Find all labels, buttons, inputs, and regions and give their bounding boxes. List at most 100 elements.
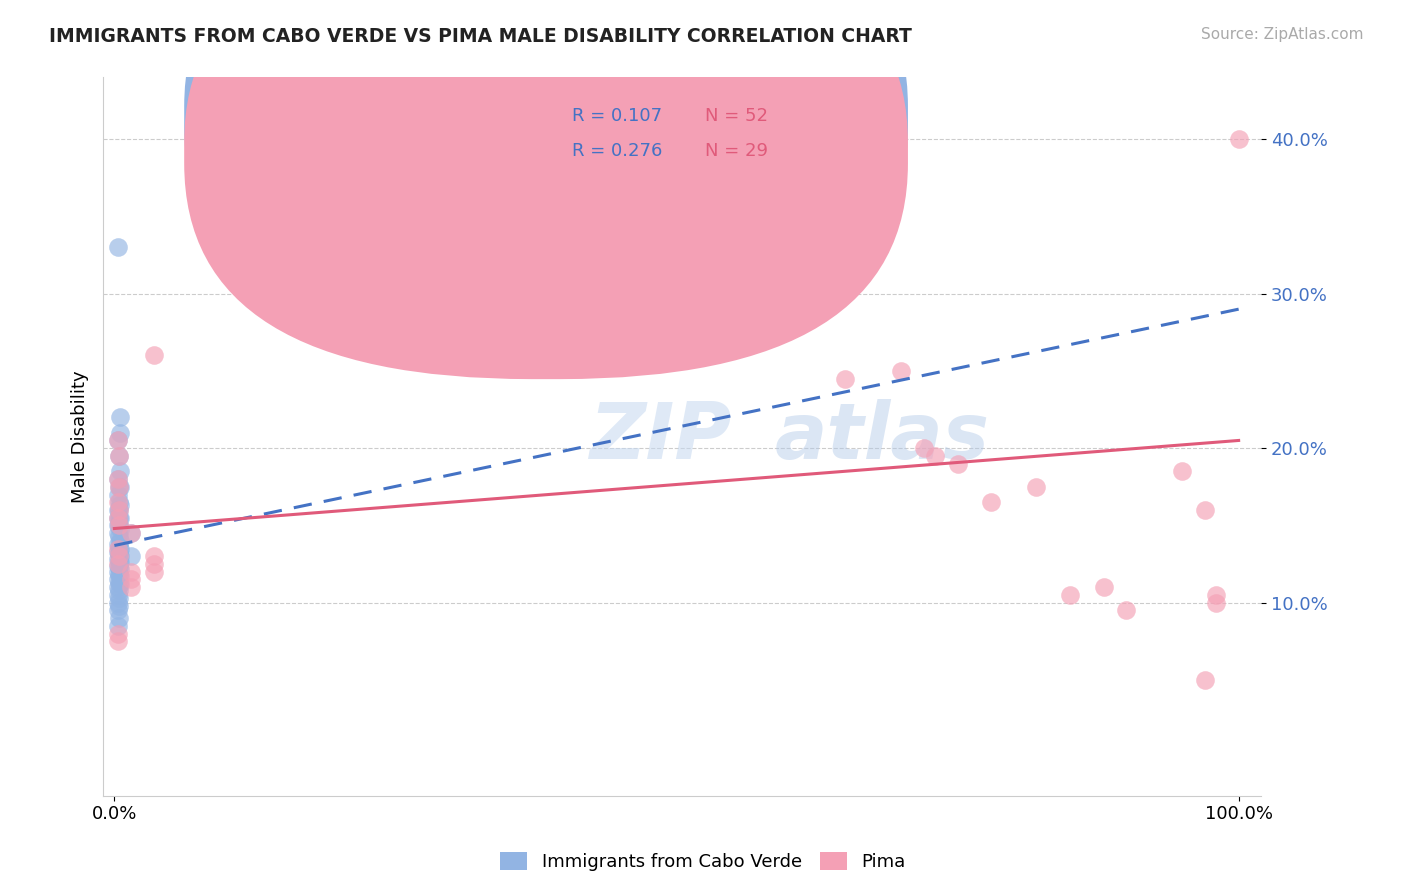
Point [120,526,142,541]
Point [107,580,129,594]
Point [108,510,131,524]
Point [108,503,131,517]
FancyBboxPatch shape [184,0,908,379]
Point [108,577,131,591]
Point [120,580,142,594]
Point [946,457,969,471]
Point [108,569,131,583]
Point [108,549,131,564]
Point [108,529,131,543]
Point [107,518,129,533]
Point [107,510,129,524]
Point [108,533,131,548]
Point [107,495,129,509]
Point [107,510,129,524]
Point [1194,673,1216,687]
Point [108,518,131,533]
Point [1205,596,1227,610]
Point [108,554,131,568]
Point [108,583,131,598]
Point [107,573,129,587]
Point [120,526,142,541]
Point [107,541,129,556]
Point [108,575,131,590]
Point [107,634,129,648]
Text: ZIP: ZIP [589,399,731,475]
FancyBboxPatch shape [502,85,851,196]
Point [142,565,165,579]
Point [107,472,129,486]
Point [107,526,129,541]
Point [107,558,129,573]
Text: N = 52: N = 52 [706,106,768,125]
Point [142,557,165,571]
Point [108,562,131,576]
Point [1171,464,1194,478]
Point [107,596,129,610]
Point [108,560,131,574]
Point [107,603,129,617]
Point [120,573,142,587]
Legend: Immigrants from Cabo Verde, Pima: Immigrants from Cabo Verde, Pima [494,845,912,879]
Point [108,540,131,554]
Point [108,480,131,494]
Point [1205,588,1227,602]
Point [108,510,131,524]
Point [142,349,165,363]
Point [107,240,129,254]
Point [108,503,131,517]
Point [1092,580,1115,594]
Point [108,480,131,494]
Point [107,537,129,551]
Point [1227,132,1250,146]
Point [108,599,131,613]
Point [890,364,912,378]
Point [108,499,131,513]
Point [107,503,129,517]
Point [108,541,131,556]
Point [834,372,856,386]
Point [108,449,131,463]
Point [108,425,131,440]
Point [108,611,131,625]
Point [108,410,131,425]
Point [107,588,129,602]
Point [120,549,142,564]
Point [924,449,946,463]
Point [107,434,129,448]
Point [107,557,129,571]
Point [142,549,165,564]
Point [108,518,131,533]
Point [107,434,129,448]
Point [108,522,131,536]
Point [1194,503,1216,517]
Point [108,549,131,564]
Text: R = 0.276: R = 0.276 [572,143,662,161]
Text: Source: ZipAtlas.com: Source: ZipAtlas.com [1201,27,1364,42]
Point [1115,603,1137,617]
Point [107,626,129,640]
Point [107,552,129,566]
Point [107,544,129,558]
Point [980,495,1002,509]
Point [108,591,131,605]
Point [108,449,131,463]
Point [120,565,142,579]
Text: atlas: atlas [775,399,990,475]
Y-axis label: Male Disability: Male Disability [72,370,89,503]
Point [107,487,129,501]
Text: R = 0.107: R = 0.107 [572,106,662,125]
Point [912,441,935,455]
Text: N = 29: N = 29 [706,143,768,161]
Point [108,546,131,560]
Point [108,567,131,582]
FancyBboxPatch shape [184,0,908,343]
Point [108,495,131,509]
Text: IMMIGRANTS FROM CABO VERDE VS PIMA MALE DISABILITY CORRELATION CHART: IMMIGRANTS FROM CABO VERDE VS PIMA MALE … [49,27,912,45]
Point [107,472,129,486]
Point [108,464,131,478]
Point [107,565,129,579]
Point [107,619,129,633]
Point [108,480,131,494]
Point [1025,480,1047,494]
